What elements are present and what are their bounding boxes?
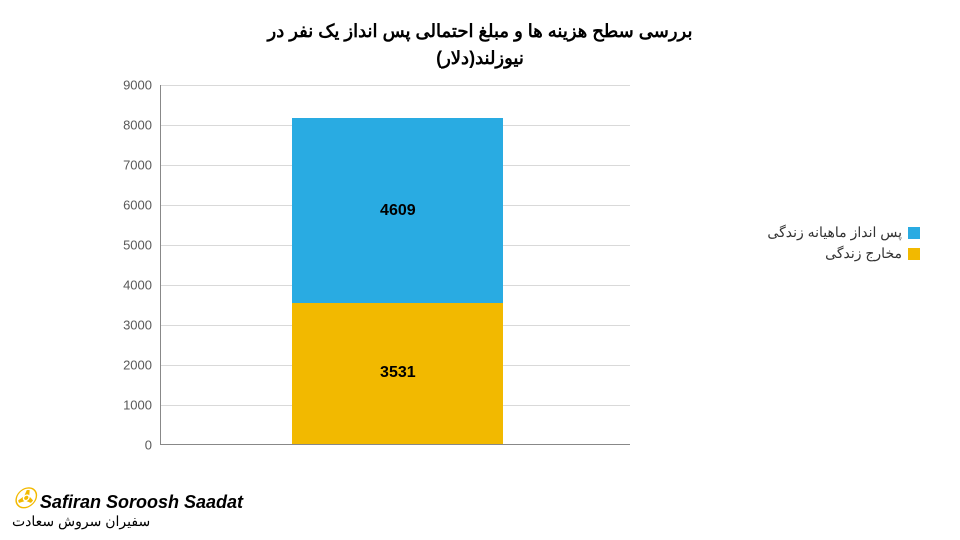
brand-fa: سفیران سروش سعادت — [12, 513, 243, 530]
legend-item-expenses: مخارج زندگی — [767, 245, 920, 262]
chart-title: بررسی سطح هزینه ها و مبلغ احتمالی پس اند… — [0, 18, 960, 72]
stacked-bar: 3531 4609 — [292, 118, 503, 444]
y-tick-label: 8000 — [98, 118, 152, 133]
title-line-2: نیوزلند(دلار) — [0, 45, 960, 72]
bar-segment-label-expenses: 3531 — [380, 364, 416, 382]
legend: پس انداز ماهیانه زندگی مخارج زندگی — [767, 220, 920, 266]
bar-segment-savings: 4609 — [292, 118, 503, 302]
chart: 3531 4609 0 1000 2000 3000 4000 5000 6000 7000 80… — [100, 85, 630, 475]
brand-logo: ✇ Safiran Soroosh Saadat سفیران سروش سعا… — [12, 491, 243, 530]
brand-en: Safiran Soroosh Saadat — [40, 492, 243, 512]
bar-segment-expenses: 3531 — [292, 303, 503, 444]
y-tick-label: 1000 — [98, 398, 152, 413]
bar-segment-label-savings: 4609 — [380, 202, 416, 220]
y-tick-label: 6000 — [98, 198, 152, 213]
legend-label-savings: پس انداز ماهیانه زندگی — [767, 224, 902, 241]
legend-item-savings: پس انداز ماهیانه زندگی — [767, 224, 920, 241]
legend-label-expenses: مخارج زندگی — [825, 245, 902, 262]
title-line-1: بررسی سطح هزینه ها و مبلغ احتمالی پس اند… — [0, 18, 960, 45]
y-tick-label: 4000 — [98, 278, 152, 293]
wings-icon: ✇ — [12, 483, 35, 514]
y-tick-label: 7000 — [98, 158, 152, 173]
legend-swatch-expenses — [908, 248, 920, 260]
y-tick-label: 2000 — [98, 358, 152, 373]
legend-swatch-savings — [908, 227, 920, 239]
page: بررسی سطح هزینه ها و مبلغ احتمالی پس اند… — [0, 0, 960, 540]
y-tick-label: 5000 — [98, 238, 152, 253]
plot-area: 3531 4609 — [160, 85, 630, 445]
y-tick-label: 3000 — [98, 318, 152, 333]
gridline — [161, 85, 630, 86]
y-tick-label: 9000 — [98, 78, 152, 93]
y-tick-label: 0 — [98, 438, 152, 453]
